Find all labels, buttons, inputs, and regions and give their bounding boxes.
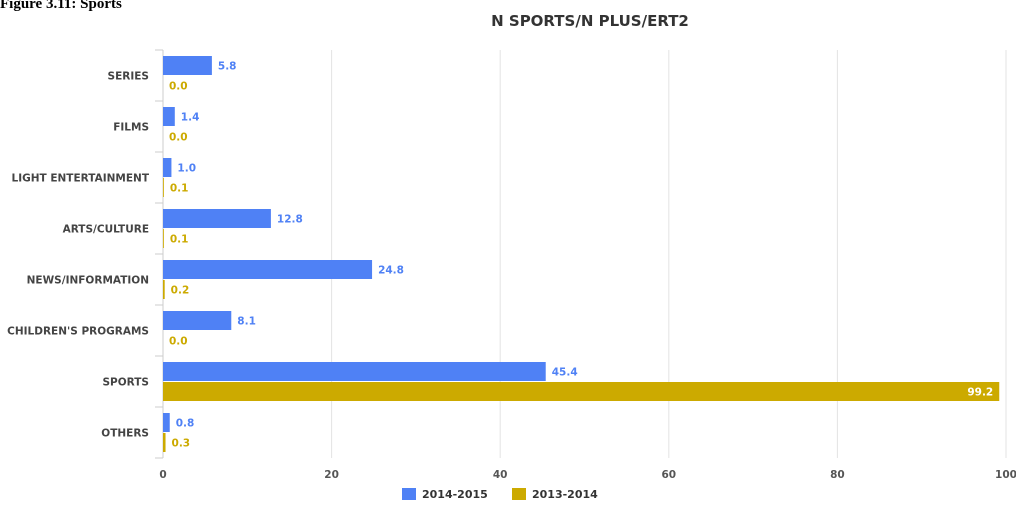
category-label: LIGHT ENTERTAINMENT (12, 173, 150, 185)
x-tick-label: 0 (159, 469, 166, 481)
legend-label: 2014-2015 (422, 488, 488, 501)
data-label: 0.0 (169, 336, 188, 348)
data-label: 0.8 (176, 418, 195, 430)
x-tick-label: 20 (324, 469, 339, 481)
legend-item[interactable]: 2014-2015 (402, 488, 488, 501)
data-label: 99.2 (967, 387, 993, 399)
legend-swatch (512, 488, 526, 500)
bar-2014-2015 (163, 209, 271, 228)
category-label: OTHERS (101, 428, 149, 440)
data-label: 0.0 (169, 132, 188, 144)
data-label: 0.1 (170, 183, 189, 195)
x-tick-label: 80 (830, 469, 845, 481)
bar-2013-2014 (163, 229, 164, 248)
bar-2014-2015 (163, 413, 170, 432)
bar-2014-2015 (163, 158, 172, 177)
data-label: 0.3 (172, 438, 191, 450)
data-label: 8.1 (237, 316, 256, 328)
bars: 5.8 0.0 1.4 0.0 1.0 0.1 12.8 0.1 24.8 0.2 8.1 0.0 45… (163, 56, 1000, 452)
legend-item[interactable]: 2013-2014 (512, 488, 598, 501)
legend-label: 2013-2014 (532, 488, 598, 501)
data-label: 45.4 (552, 367, 578, 379)
bar-2014-2015 (163, 362, 546, 381)
data-label: 24.8 (378, 265, 404, 277)
category-label: FILMS (113, 122, 149, 134)
x-tick-label: 100 (995, 469, 1016, 481)
bar-2013-2014 (163, 178, 164, 197)
x-axis-ticks: 0 20 40 60 80 100 (159, 469, 1016, 481)
x-tick-label: 60 (661, 469, 676, 481)
legend-swatch (402, 488, 416, 500)
bar-2014-2015 (163, 311, 232, 330)
category-label: SPORTS (102, 377, 149, 389)
data-label: 0.2 (171, 285, 190, 297)
data-label: 1.0 (177, 163, 196, 175)
data-label: 12.8 (277, 214, 303, 226)
bar-2013-2014 (163, 382, 1000, 401)
category-labels: SERIES FILMS LIGHT ENTERTAINMENT ARTS/CULTU… (7, 71, 150, 440)
category-label: SERIES (108, 71, 149, 83)
bar-2014-2015 (163, 56, 212, 75)
figure-caption: Figure 3.11: Sports (0, 0, 122, 12)
bar-2014-2015 (163, 260, 373, 279)
data-label: 5.8 (218, 61, 237, 73)
legend: 2014-2015 2013-2014 (402, 488, 598, 501)
chart-title: N SPORTS/N PLUS/ERT2 (491, 12, 689, 30)
data-label: 0.0 (169, 81, 188, 93)
bar-2014-2015 (163, 107, 175, 126)
bar-2013-2014 (163, 280, 165, 299)
category-label: NEWS/INFORMATION (27, 275, 149, 287)
x-tick-label: 40 (493, 469, 508, 481)
bar-2013-2014 (163, 433, 166, 452)
category-label: CHILDREN'S PROGRAMS (7, 326, 149, 338)
data-label: 0.1 (170, 234, 189, 246)
category-label: ARTS/CULTURE (63, 224, 149, 236)
data-label: 1.4 (181, 112, 200, 124)
